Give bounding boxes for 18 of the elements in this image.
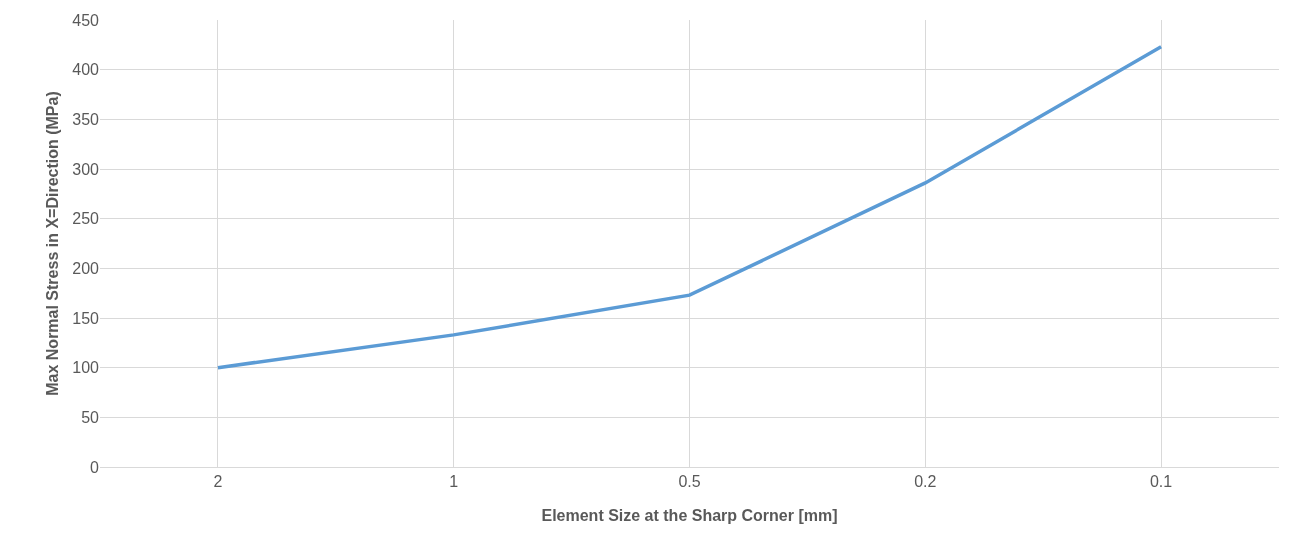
- y-tick-label: 100: [72, 359, 100, 377]
- x-tick-label: 0.2: [914, 473, 937, 491]
- y-tick-label: 300: [72, 160, 100, 178]
- y-tick-label: 150: [72, 309, 100, 327]
- y-tick-label: 250: [72, 210, 100, 228]
- x-tick-label: 2: [213, 473, 223, 491]
- y-tick-label: 0: [90, 458, 100, 476]
- x-tick-label: 1: [449, 473, 459, 491]
- y-tick-label: 200: [72, 259, 100, 277]
- x-tick-label: 0.5: [678, 473, 701, 491]
- line-series: [216, 45, 1163, 370]
- y-tick-label: 400: [72, 61, 100, 79]
- y-tick-label: 450: [72, 11, 100, 29]
- x-axis-title: Element Size at the Sharp Corner [mm]: [541, 506, 838, 524]
- x-tick-label: 0.1: [1149, 473, 1173, 491]
- y-tick-label: 350: [72, 110, 100, 128]
- y-tick-label: 50: [81, 408, 100, 426]
- y-axis-title: Max Normal Stress in X=Direction (MPa): [44, 91, 61, 396]
